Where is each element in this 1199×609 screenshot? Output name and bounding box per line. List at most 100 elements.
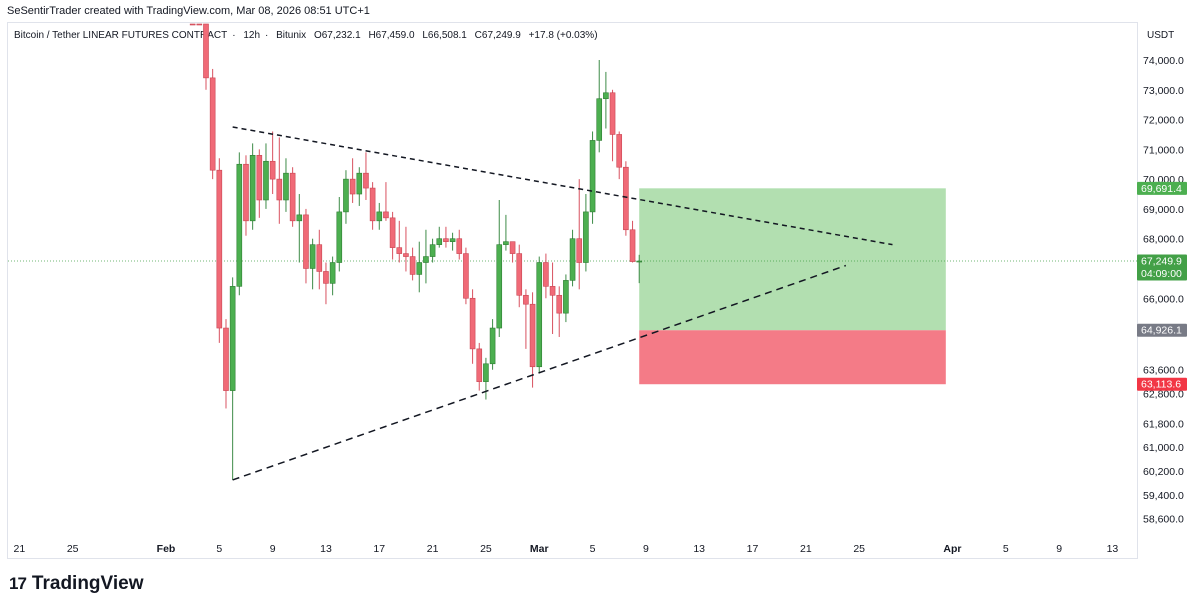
candle[interactable] (529, 292, 536, 388)
candle[interactable] (489, 319, 496, 370)
chart-pane[interactable] (7, 22, 1138, 559)
candle[interactable] (256, 149, 263, 218)
candle[interactable] (316, 229, 323, 290)
candle-body (243, 163, 249, 222)
candle[interactable] (496, 199, 503, 337)
candle[interactable] (416, 241, 423, 293)
candle[interactable] (403, 226, 409, 272)
candle[interactable] (536, 256, 543, 373)
candle[interactable] (309, 238, 316, 290)
candle[interactable] (329, 256, 336, 296)
candle[interactable] (223, 319, 229, 409)
interval[interactable]: 12h (243, 30, 261, 41)
candle-body (529, 303, 536, 368)
candle[interactable] (543, 253, 549, 299)
candle[interactable] (476, 342, 483, 391)
time-tick-label: 9 (1056, 543, 1062, 555)
candle[interactable] (436, 226, 443, 248)
candle[interactable] (583, 194, 589, 272)
candle[interactable] (596, 60, 603, 153)
candle[interactable] (389, 211, 396, 260)
separator: · (232, 30, 236, 41)
candle[interactable] (249, 143, 256, 230)
candle[interactable] (303, 208, 309, 284)
candle[interactable] (289, 167, 296, 227)
candle[interactable] (456, 229, 463, 260)
candle[interactable] (563, 274, 569, 323)
candle[interactable] (409, 247, 416, 281)
candle[interactable] (283, 158, 289, 212)
candle[interactable] (503, 214, 509, 251)
candle[interactable] (429, 238, 436, 263)
candle[interactable] (396, 220, 403, 263)
candle-body (603, 92, 609, 100)
candle[interactable] (589, 131, 596, 224)
candle[interactable] (609, 89, 616, 162)
loss-zone (639, 330, 946, 385)
candle[interactable] (263, 143, 269, 209)
time-tick-label: 9 (270, 543, 276, 555)
candle[interactable] (349, 158, 356, 203)
candle-body (476, 348, 483, 382)
candle[interactable] (516, 244, 523, 308)
candle[interactable] (296, 194, 303, 263)
candle-body (283, 172, 289, 201)
candle[interactable] (463, 247, 469, 305)
ohlc-close: C67,249.9 (474, 30, 521, 41)
candle[interactable] (196, 23, 203, 26)
candle[interactable] (369, 182, 376, 230)
candle-body (616, 134, 623, 168)
position-tool (639, 188, 946, 385)
candle[interactable] (576, 179, 583, 290)
tradingview-logo: 17 TradingView (9, 573, 144, 595)
candle[interactable] (523, 289, 529, 349)
candle[interactable] (449, 232, 456, 251)
candle[interactable] (356, 167, 363, 206)
candle[interactable] (483, 357, 489, 400)
candle[interactable] (636, 254, 643, 284)
candle[interactable] (236, 152, 243, 296)
candle-body (549, 286, 556, 296)
candle[interactable] (209, 68, 216, 180)
candle[interactable] (276, 137, 283, 224)
candle[interactable] (376, 202, 383, 230)
candle[interactable] (203, 23, 209, 90)
candle-body (349, 178, 356, 195)
lower-trendline[interactable] (232, 264, 847, 481)
price-tick-label: 60,200.0 (1143, 466, 1184, 478)
candle[interactable] (556, 286, 563, 337)
candle[interactable] (243, 155, 249, 236)
symbol-name[interactable]: Bitcoin / Tether LINEAR FUTURES CONTRACT (14, 30, 228, 41)
candle[interactable] (343, 170, 349, 224)
candle[interactable] (323, 262, 329, 305)
candle[interactable] (603, 71, 609, 129)
tradingview-logo-text: TradingView (31, 573, 144, 594)
candle[interactable] (423, 229, 429, 284)
time-tick-label: 5 (216, 543, 222, 555)
candle[interactable] (189, 23, 196, 26)
symbol-legend[interactable]: Bitcoin / Tether LINEAR FUTURES CONTRACT… (14, 30, 603, 41)
candle[interactable] (383, 182, 389, 221)
candle[interactable] (629, 220, 636, 263)
upper-trendline[interactable] (232, 126, 893, 246)
time-tick-label: 25 (853, 543, 865, 555)
price-tick-label: 66,000.0 (1143, 293, 1184, 305)
candle[interactable] (229, 277, 236, 480)
candle[interactable] (616, 131, 623, 180)
candle-body (289, 172, 296, 222)
candle[interactable] (336, 197, 343, 272)
candle[interactable] (569, 229, 576, 287)
price-axis-label-text: 64,926.1 (1141, 325, 1182, 337)
candle[interactable] (623, 161, 629, 236)
candle-body (276, 178, 283, 201)
candle[interactable] (269, 131, 276, 195)
candle[interactable] (469, 289, 476, 364)
candle[interactable] (549, 262, 556, 334)
candle[interactable] (216, 158, 223, 343)
candle[interactable] (509, 241, 516, 263)
candle[interactable] (363, 152, 369, 200)
candle[interactable] (443, 226, 449, 248)
price-tick-label: 68,000.0 (1143, 234, 1184, 246)
currency-label[interactable]: USDT (1147, 30, 1175, 41)
